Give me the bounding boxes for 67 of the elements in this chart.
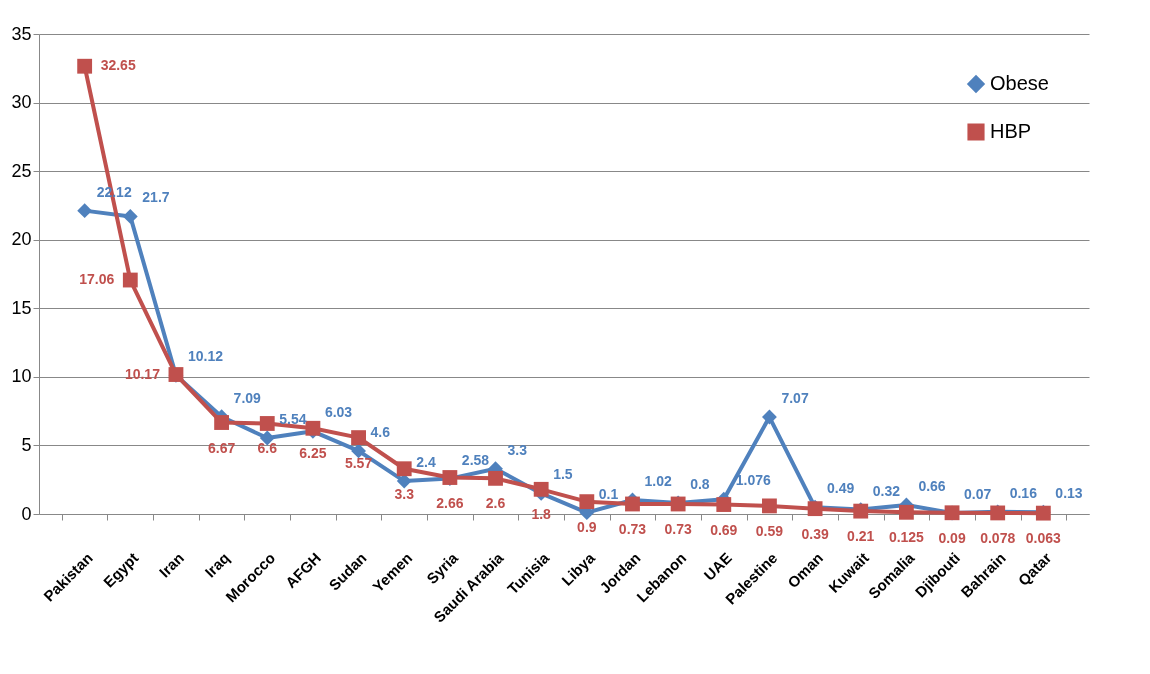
data-label: 1.02 — [644, 473, 672, 490]
data-label: 7.07 — [781, 390, 809, 407]
data-label: 1.5 — [553, 466, 573, 483]
data-label: 0.66 — [918, 477, 946, 494]
data-label: 0.49 — [827, 480, 855, 497]
point — [259, 416, 275, 431]
data-label: 0.16 — [1009, 484, 1038, 501]
data-label: 0.078 — [980, 529, 1016, 546]
y-tick-label: 35 — [11, 23, 32, 44]
point — [579, 494, 595, 510]
data-label: 0.21 — [847, 528, 875, 545]
y-tick-label: 10 — [11, 366, 32, 387]
data-label: 0.39 — [801, 525, 829, 542]
y-tick-label: 5 — [21, 434, 32, 455]
data-label: 0.125 — [888, 529, 925, 546]
point — [625, 496, 640, 512]
y-tick-label: 30 — [11, 92, 32, 113]
legend-label: HBP — [990, 120, 1032, 142]
point — [214, 415, 230, 430]
data-label: 0.73 — [618, 520, 647, 537]
point — [396, 461, 412, 477]
data-label: 5.54 — [279, 411, 307, 428]
data-label: 0.69 — [710, 521, 738, 538]
data-label: 0.063 — [1025, 530, 1062, 547]
legend-label: Obese — [990, 72, 1049, 94]
point — [762, 409, 777, 425]
data-label: 2.4 — [416, 454, 436, 471]
data-label: 7.09 — [233, 389, 262, 406]
y-tick-label: 15 — [11, 297, 32, 318]
data-label: 5.57 — [344, 454, 373, 471]
point — [351, 430, 366, 446]
data-label: 0.8 — [690, 476, 710, 493]
data-label: 0.07 — [964, 486, 992, 503]
data-label: 3.3 — [394, 485, 415, 502]
data-label: 1.076 — [735, 472, 772, 489]
data-label: 0.09 — [938, 529, 966, 546]
x-tick-label: Iran — [155, 549, 188, 581]
point — [716, 497, 732, 512]
data-label: 17.06 — [79, 271, 115, 288]
point — [762, 498, 777, 514]
point — [122, 272, 138, 288]
data-label: 3.3 — [507, 441, 528, 458]
point — [488, 470, 503, 486]
data-label: 2.58 — [461, 451, 490, 468]
data-label: 0.59 — [755, 522, 784, 539]
data-label: 0.32 — [872, 482, 901, 499]
data-label: 0.13 — [1055, 485, 1083, 502]
data-label: 6.25 — [299, 445, 327, 462]
y-tick-label: 20 — [11, 229, 32, 250]
y-tick-label: 0 — [21, 503, 32, 524]
point — [898, 504, 914, 520]
point — [351, 443, 366, 459]
data-label: 4.6 — [370, 423, 391, 440]
point — [77, 58, 93, 74]
point — [77, 203, 93, 219]
data-label: 0.73 — [664, 520, 692, 537]
point — [122, 208, 138, 224]
data-label: 32.65 — [100, 57, 136, 74]
data-label: 21.7 — [142, 189, 170, 206]
data-label: 0.9 — [577, 518, 597, 535]
y-tick-label: 25 — [11, 160, 32, 181]
point — [533, 481, 549, 497]
data-label: 10.12 — [187, 348, 224, 365]
data-label: 2.6 — [485, 495, 506, 512]
data-label: 6.03 — [324, 404, 353, 421]
data-label: 0.1 — [598, 485, 619, 502]
data-label: 2.66 — [436, 494, 464, 511]
